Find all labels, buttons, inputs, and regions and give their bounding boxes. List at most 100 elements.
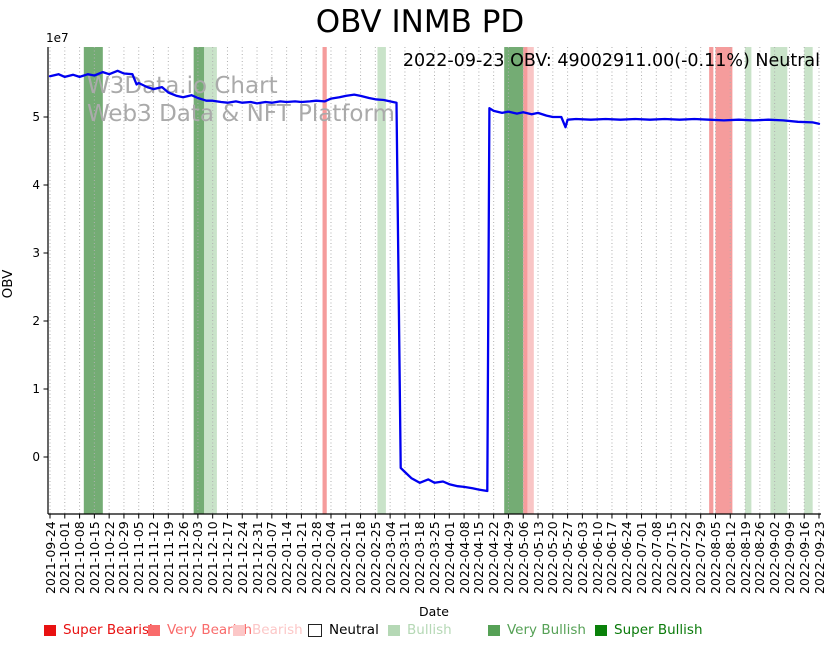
legend-item-super-bearish: Super Bearish <box>44 621 158 639</box>
signal-band-very-bearish <box>709 47 714 514</box>
signal-band-very-bullish <box>83 47 103 514</box>
legend-swatch-icon <box>595 624 607 636</box>
x-tick-label: 2022-04-15 <box>471 521 487 594</box>
x-tick-label: 2022-07-22 <box>678 521 694 594</box>
x-tick-label: 2022-04-01 <box>441 521 457 594</box>
x-tick-label: 2022-07-29 <box>693 521 709 594</box>
x-tick-label: 2022-01-28 <box>308 521 324 594</box>
watermark-line2: Web3 Data & NFT Platform <box>87 101 395 127</box>
x-tick-label: 2021-10-22 <box>101 521 117 594</box>
signal-band-bullish <box>804 47 813 514</box>
x-tick-label: 2021-10-29 <box>116 521 132 594</box>
x-tick-label: 2022-09-16 <box>796 521 812 594</box>
signal-band-bearish <box>527 47 534 514</box>
x-tick-label: 2021-10-15 <box>86 521 102 594</box>
legend-swatch-icon <box>233 624 245 636</box>
x-tick-label: 2022-03-11 <box>397 521 413 594</box>
x-tick-label: 2021-11-05 <box>131 521 147 594</box>
x-tick-label: 2022-01-07 <box>264 521 280 594</box>
x-tick-label: 2022-03-18 <box>412 521 428 594</box>
y-tick-label: 3 <box>32 246 40 260</box>
x-tick-label: 2022-08-05 <box>707 521 723 594</box>
x-tick-label: 2021-12-31 <box>249 521 265 594</box>
x-tick-label: 2022-09-09 <box>781 521 797 594</box>
y-axis-label: OBV <box>0 269 16 299</box>
x-tick-label: 2022-06-24 <box>619 521 635 594</box>
legend-label: Super Bearish <box>63 622 158 638</box>
x-tick-label: 2021-11-12 <box>146 521 162 594</box>
chart-title: OBV INMB PD <box>315 4 525 40</box>
x-tick-label: 2022-06-03 <box>574 521 590 594</box>
obv-line-series <box>48 69 821 493</box>
legend-label: Very Bullish <box>507 622 586 638</box>
x-tick-label: 2021-12-17 <box>219 521 235 594</box>
legend-item-bearish: Bearish <box>233 621 303 639</box>
signal-band-bullish <box>204 47 217 514</box>
legend-swatch-icon <box>308 623 322 637</box>
x-tick-label: 2021-12-03 <box>190 521 206 594</box>
watermark-line1: W3Data.io Chart <box>87 73 278 99</box>
x-tick-label: 2021-10-08 <box>72 521 88 594</box>
y-axis-offset-label: 1e7 <box>46 31 69 45</box>
signal-band-very-bullish <box>504 47 524 514</box>
x-tick-label: 2022-08-19 <box>737 521 753 594</box>
legend-item-neutral: Neutral <box>308 621 379 639</box>
x-tick-label: 2022-08-26 <box>752 521 768 594</box>
x-tick-label: 2022-05-13 <box>530 521 546 594</box>
x-tick-label: 2022-09-02 <box>767 521 783 594</box>
legend-item-bullish: Bullish <box>388 621 452 639</box>
x-axis-label: Date <box>419 604 449 619</box>
x-tick-label: 2021-12-10 <box>205 521 221 594</box>
x-tick-label: 2022-05-20 <box>545 521 561 594</box>
x-tick-label: 2021-11-26 <box>175 521 191 594</box>
x-tick-label: 2022-02-25 <box>367 521 383 594</box>
x-tick-label: 2022-05-27 <box>560 521 576 594</box>
x-tick-label: 2022-04-08 <box>456 521 472 594</box>
legend-item-super-bullish: Super Bullish <box>595 621 703 639</box>
signal-band-very-bearish <box>523 47 528 514</box>
legend-label: Super Bullish <box>614 622 703 638</box>
y-tick-label: 5 <box>32 110 40 124</box>
x-tick-label: 2022-06-17 <box>604 521 620 594</box>
x-tick-label: 2022-01-14 <box>279 521 295 594</box>
legend-swatch-icon <box>488 624 500 636</box>
signal-band-bullish <box>770 47 788 514</box>
x-tick-label: 2022-04-29 <box>500 521 516 594</box>
signal-band-very-bullish <box>193 47 205 514</box>
x-tick-label: 2021-11-19 <box>160 521 176 594</box>
x-tick-label: 2022-08-12 <box>722 521 738 594</box>
legend-swatch-icon <box>148 624 160 636</box>
legend-swatch-icon <box>388 624 400 636</box>
x-tick-label: 2022-02-18 <box>353 521 369 594</box>
x-tick-label: 2022-07-08 <box>648 521 664 594</box>
signal-band-bullish <box>745 47 752 514</box>
legend-label: Neutral <box>329 622 379 638</box>
x-tick-label: 2022-02-04 <box>323 521 339 594</box>
signal-band-very-bearish <box>322 47 327 514</box>
y-tick-label: 0 <box>32 450 40 464</box>
x-tick-label: 2022-04-22 <box>486 521 502 594</box>
legend-swatch-icon <box>44 624 56 636</box>
signal-band-very-bearish <box>715 47 733 514</box>
x-tick-label: 2022-07-01 <box>634 521 650 594</box>
x-tick-label: 2022-01-21 <box>293 521 309 594</box>
x-tick-label: 2022-02-11 <box>338 521 354 594</box>
legend-label: Bullish <box>407 622 452 638</box>
latest-value-annotation: 2022-09-23 OBV: 49002911.00(-0.11%) Neut… <box>402 51 820 71</box>
x-tick-label: 2021-10-01 <box>57 521 73 594</box>
signal-band-bullish <box>377 47 386 514</box>
y-tick-label: 1 <box>32 382 40 396</box>
x-tick-label: 2022-03-04 <box>382 521 398 594</box>
legend-item-very-bearish: Very Bearish <box>148 621 252 639</box>
x-tick-label: 2022-09-23 <box>811 521 827 594</box>
x-tick-label: 2022-05-06 <box>515 521 531 594</box>
y-tick-label: 4 <box>32 178 40 192</box>
x-tick-label: 2022-07-15 <box>663 521 679 594</box>
x-tick-label: 2022-06-10 <box>589 521 605 594</box>
x-tick-label: 2022-03-25 <box>427 521 442 594</box>
legend-label: Very Bearish <box>167 622 253 638</box>
x-tick-label: 2021-09-24 <box>42 521 58 594</box>
legend-label: Bearish <box>252 622 303 638</box>
